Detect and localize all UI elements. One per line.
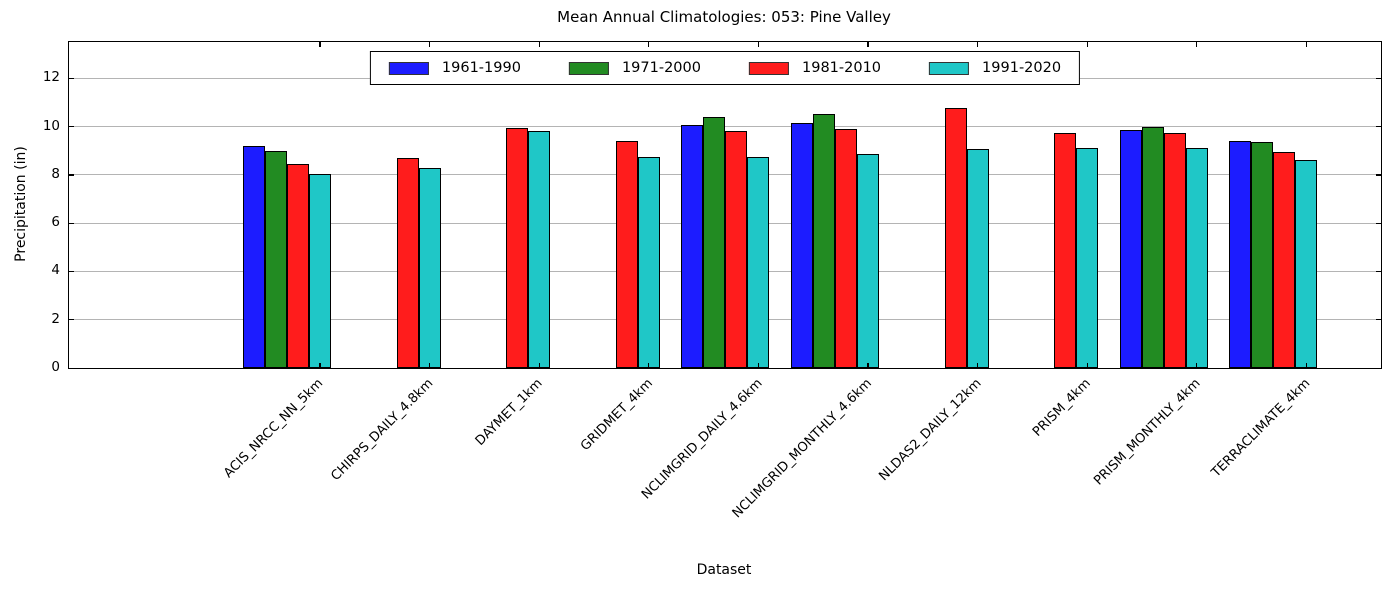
y-tick-label: 2 xyxy=(51,310,60,327)
plot-area: 1961-1990 1971-2000 1981-2010 1991-2020 xyxy=(68,41,1382,369)
bar xyxy=(725,131,748,368)
bar xyxy=(813,114,835,368)
y-tick-label: 10 xyxy=(42,117,60,134)
axis-tick xyxy=(1376,125,1381,128)
axis-tick xyxy=(867,42,869,47)
axis-tick xyxy=(1376,319,1381,321)
axis-tick xyxy=(69,125,74,128)
bar xyxy=(703,116,726,368)
bar xyxy=(1185,148,1208,368)
legend-entry: 1971-2000 xyxy=(568,60,701,76)
axis-tick xyxy=(757,42,760,47)
axis-tick xyxy=(429,363,431,368)
y-tick-label: 0 xyxy=(51,359,60,375)
bar xyxy=(615,141,638,368)
axis-tick xyxy=(648,42,650,47)
legend-label: 1961-1990 xyxy=(441,60,521,76)
bar xyxy=(1229,141,1252,368)
bar xyxy=(1119,130,1142,368)
legend-entry: 1961-1990 xyxy=(388,60,521,76)
y-tick-label: 12 xyxy=(42,69,60,86)
legend-swatch-1961-1990 xyxy=(388,61,429,75)
axis-tick xyxy=(1376,174,1381,176)
bar xyxy=(506,127,529,368)
axis-tick xyxy=(1376,222,1381,224)
bar xyxy=(1251,142,1274,368)
y-tick-label: 6 xyxy=(51,214,60,231)
bar xyxy=(396,157,419,368)
legend-label: 1991-2020 xyxy=(982,60,1062,76)
axis-tick xyxy=(1376,77,1381,79)
bar xyxy=(418,167,441,368)
legend-entry: 1991-2020 xyxy=(929,60,1061,76)
bar xyxy=(681,125,704,368)
x-axis-label: Dataset xyxy=(696,562,752,578)
bar xyxy=(637,156,660,368)
axis-tick xyxy=(538,42,540,47)
x-tick-label: TERRACLIMATE_4km xyxy=(1208,376,1313,481)
axis-tick xyxy=(1376,270,1381,273)
bar xyxy=(966,149,989,368)
x-tick-label: DAYMET_1km xyxy=(472,376,546,449)
y-axis-label: Precipitation (in) xyxy=(13,146,29,262)
axis-tick xyxy=(69,222,74,224)
legend-label: 1971-2000 xyxy=(621,60,701,76)
axis-tick xyxy=(757,363,760,368)
axis-tick xyxy=(1086,363,1088,368)
x-tick-label: NLDAS2_DAILY_12km xyxy=(876,376,985,485)
x-tick-label: PRISM_MONTHLY_4km xyxy=(1090,376,1204,489)
axis-tick xyxy=(977,42,979,47)
bar xyxy=(1163,132,1186,368)
x-tick-label: CHIRPS_DAILY_4.8km xyxy=(328,376,437,484)
axis-tick xyxy=(1305,42,1308,47)
axis-tick xyxy=(1086,42,1088,47)
bar xyxy=(309,173,331,368)
axis-tick xyxy=(867,363,869,368)
axis-tick xyxy=(429,42,431,47)
bar xyxy=(1295,160,1318,368)
x-tick-label: ACIS_NRCC_NN_5km xyxy=(221,376,327,482)
bar xyxy=(857,154,879,368)
chart-title: Mean Annual Climatologies: 053: Pine Val… xyxy=(557,8,891,26)
bar xyxy=(243,145,265,368)
axis-tick xyxy=(69,174,74,176)
legend-swatch-1991-2020 xyxy=(929,61,970,75)
axis-tick xyxy=(319,42,321,47)
bar xyxy=(287,163,309,368)
bar xyxy=(1076,148,1099,368)
axis-tick xyxy=(69,270,74,273)
bar xyxy=(1273,151,1296,368)
bar xyxy=(747,156,770,368)
bar xyxy=(791,122,813,368)
axis-tick xyxy=(1305,363,1308,368)
bar xyxy=(944,108,967,368)
x-tick-label: GRIDMET_4km xyxy=(577,376,656,454)
bar xyxy=(528,131,551,368)
axis-tick xyxy=(538,363,540,368)
y-tick-label: 8 xyxy=(51,165,60,182)
y-tick-label: 4 xyxy=(51,262,60,279)
legend-swatch-1981-2010 xyxy=(749,61,789,75)
axis-tick xyxy=(977,363,979,368)
bar xyxy=(835,128,857,368)
bar xyxy=(265,150,287,368)
bar xyxy=(1054,132,1077,368)
x-tick-label: PRISM_4km xyxy=(1030,376,1094,440)
bar xyxy=(1141,126,1164,368)
legend: 1961-1990 1971-2000 1981-2010 1991-2020 xyxy=(369,51,1081,85)
axis-tick xyxy=(648,363,650,368)
axis-tick xyxy=(1196,363,1198,368)
x-tick-label: NCLIMGRID_DAILY_4.6km xyxy=(638,376,765,503)
axis-tick xyxy=(69,319,74,321)
legend-label: 1981-2010 xyxy=(802,60,882,76)
legend-swatch-1971-2000 xyxy=(568,61,609,75)
legend-entry: 1981-2010 xyxy=(749,60,881,76)
axis-tick xyxy=(69,77,74,79)
axis-tick xyxy=(319,363,321,368)
axis-tick xyxy=(1196,42,1198,47)
